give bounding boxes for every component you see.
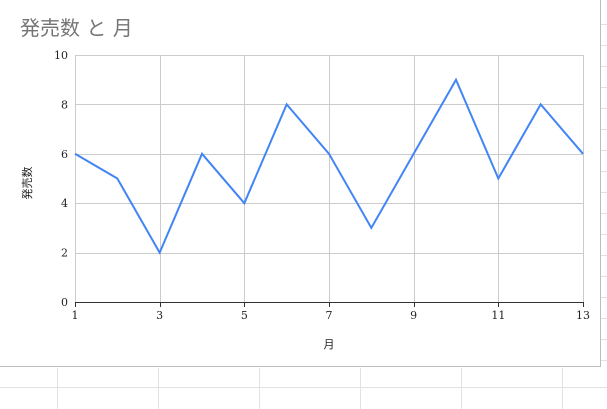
series-line xyxy=(74,77,584,255)
series-layer xyxy=(74,77,584,255)
x-tick-label: 13 xyxy=(576,309,590,322)
chart-title: 発売数 と 月 xyxy=(20,16,133,40)
gridlines xyxy=(75,55,584,302)
y-tick-label: 0 xyxy=(61,296,68,309)
x-axis-title: 月 xyxy=(324,338,335,351)
y-tick-label: 2 xyxy=(61,247,68,260)
x-tick-label: 3 xyxy=(156,309,163,322)
y-tick-label: 6 xyxy=(61,148,68,161)
y-tick-label: 8 xyxy=(61,98,68,111)
y-tick-label: 10 xyxy=(54,49,68,62)
y-tick-label: 4 xyxy=(61,197,68,210)
chart-card[interactable]: 発売数 と 月 0 2 4 6 8 10 1 3 5 7 9 11 13 月 発売数 xyxy=(0,0,601,367)
y-axis-title: 発売数 xyxy=(20,167,34,200)
x-tick-label: 5 xyxy=(241,309,248,322)
x-tick-label: 1 xyxy=(72,309,79,322)
x-tick-label: 11 xyxy=(491,309,505,322)
x-tick-label: 9 xyxy=(410,309,417,322)
x-tick-label: 7 xyxy=(326,309,333,322)
axes xyxy=(75,302,584,307)
